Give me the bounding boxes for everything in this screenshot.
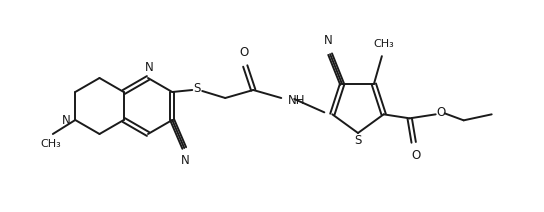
Text: N: N (61, 113, 70, 127)
Text: S: S (194, 82, 201, 95)
Text: O: O (436, 106, 446, 119)
Text: N: N (181, 154, 190, 167)
Text: CH₃: CH₃ (374, 39, 394, 49)
Text: N: N (145, 61, 153, 74)
Text: O: O (411, 149, 421, 162)
Text: S: S (354, 134, 362, 147)
Text: O: O (239, 46, 249, 59)
Text: CH₃: CH₃ (40, 139, 61, 149)
Text: NH: NH (288, 93, 306, 106)
Text: N: N (324, 34, 332, 47)
